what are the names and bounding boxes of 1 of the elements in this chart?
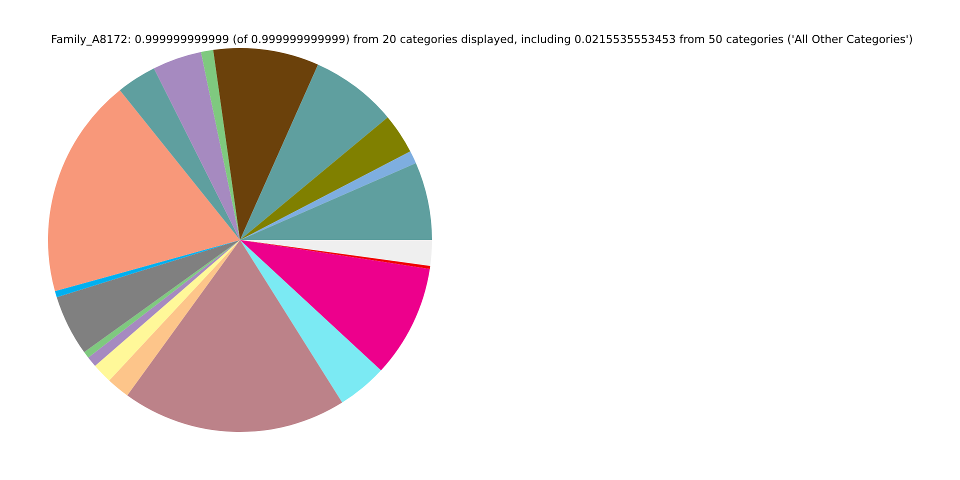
text: Family_A8172: 0.999999999999 (of 0.999999999999) from 20 categories displayed, including 0.0215535553453 from 50 categories ('All Other Categories')	[50, 33, 914, 46]
